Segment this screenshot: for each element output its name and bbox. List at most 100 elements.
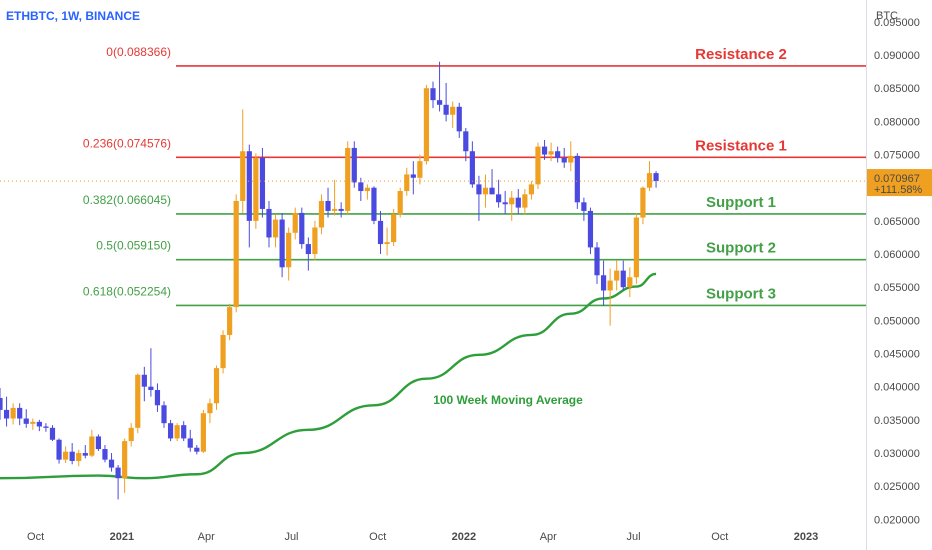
candle[interactable] — [476, 175, 482, 221]
candle[interactable] — [299, 207, 305, 249]
candle[interactable] — [167, 419, 174, 442]
candle[interactable] — [259, 147, 266, 218]
candle[interactable] — [240, 109, 246, 213]
candle[interactable] — [640, 186, 646, 225]
candle[interactable] — [233, 194, 239, 313]
candle[interactable] — [194, 445, 200, 455]
candle[interactable] — [36, 419, 42, 432]
candle[interactable] — [561, 147, 567, 168]
candle[interactable] — [272, 214, 279, 248]
candle[interactable] — [95, 434, 102, 452]
candle[interactable] — [410, 161, 416, 195]
candle[interactable] — [187, 429, 193, 452]
candle[interactable] — [502, 191, 508, 215]
candle[interactable] — [535, 142, 541, 190]
candle[interactable] — [253, 153, 259, 229]
candle[interactable] — [141, 366, 147, 402]
candle[interactable] — [279, 212, 285, 278]
candle[interactable] — [450, 101, 456, 129]
candle[interactable] — [181, 421, 187, 442]
candle[interactable] — [23, 409, 29, 428]
candle[interactable] — [371, 186, 377, 225]
candle[interactable] — [555, 146, 561, 163]
candle[interactable] — [122, 438, 128, 493]
candle[interactable] — [364, 184, 370, 200]
candle[interactable] — [397, 187, 403, 218]
candle[interactable] — [207, 398, 213, 424]
symbol-label[interactable]: ETHBTC, 1W, BINANCE — [6, 9, 141, 23]
candle[interactable] — [391, 208, 397, 247]
candle[interactable] — [220, 330, 226, 374]
candle[interactable] — [489, 169, 495, 195]
candle[interactable] — [351, 141, 357, 188]
candle[interactable] — [115, 464, 121, 500]
candle[interactable] — [456, 102, 462, 138]
candle[interactable] — [76, 449, 82, 467]
candle[interactable] — [627, 267, 633, 298]
candle[interactable] — [358, 177, 364, 201]
candle[interactable] — [469, 141, 475, 188]
candle[interactable] — [200, 409, 206, 454]
candle[interactable] — [154, 383, 161, 412]
candle[interactable] — [633, 212, 639, 284]
candle[interactable] — [135, 373, 141, 434]
candle[interactable] — [594, 242, 600, 284]
candle[interactable] — [581, 197, 587, 221]
time-axis[interactable]: Oct 2021 Apr Jul Oct 2022 Apr Jul Oct 2023 — [27, 531, 818, 543]
candle[interactable] — [108, 453, 115, 472]
candle[interactable] — [377, 210, 384, 255]
candle[interactable] — [607, 268, 613, 326]
candle[interactable] — [417, 154, 423, 185]
candle[interactable] — [646, 161, 653, 192]
candle[interactable] — [568, 141, 574, 172]
candle[interactable] — [0, 388, 3, 420]
candle[interactable] — [63, 446, 69, 463]
candle[interactable] — [614, 260, 620, 291]
candle[interactable] — [17, 403, 23, 426]
candle[interactable] — [515, 189, 521, 215]
candle[interactable] — [43, 423, 49, 432]
candle[interactable] — [56, 438, 62, 464]
candle[interactable] — [338, 202, 344, 218]
candle[interactable] — [161, 401, 167, 428]
candle[interactable] — [436, 61, 443, 112]
candle[interactable] — [653, 171, 659, 188]
candle[interactable] — [430, 81, 436, 109]
candle[interactable] — [522, 189, 528, 215]
candle[interactable] — [331, 179, 338, 216]
candles[interactable] — [0, 61, 659, 500]
candle[interactable] — [509, 191, 515, 221]
candle[interactable] — [69, 443, 75, 465]
candle[interactable] — [266, 200, 272, 248]
candle[interactable] — [600, 260, 607, 306]
current-price-badge[interactable] — [867, 169, 932, 197]
candle[interactable] — [174, 423, 180, 442]
candle[interactable] — [213, 365, 220, 410]
candle[interactable] — [345, 141, 351, 215]
candle[interactable] — [30, 418, 36, 430]
candle[interactable] — [292, 207, 298, 240]
candle[interactable] — [463, 128, 469, 162]
candle[interactable] — [102, 445, 108, 463]
candle[interactable] — [496, 179, 502, 208]
candle[interactable] — [482, 174, 489, 208]
candle[interactable] — [325, 187, 331, 218]
candle[interactable] — [548, 142, 554, 162]
candle[interactable] — [423, 84, 430, 165]
candle[interactable] — [82, 445, 88, 459]
candle[interactable] — [3, 396, 10, 427]
candle[interactable] — [10, 403, 16, 425]
candle[interactable] — [49, 425, 56, 442]
candle[interactable] — [541, 139, 548, 160]
candle[interactable] — [620, 260, 626, 291]
candle[interactable] — [89, 429, 95, 457]
candle[interactable] — [384, 227, 390, 256]
candle[interactable] — [148, 348, 154, 397]
candle[interactable] — [587, 207, 594, 255]
candle[interactable] — [574, 153, 580, 209]
candle[interactable] — [528, 181, 535, 200]
candle[interactable] — [318, 194, 325, 235]
fib-retracement[interactable]: 0(0.088366) Resistance 2 0.236(0.074576) Re… — [83, 45, 866, 307]
